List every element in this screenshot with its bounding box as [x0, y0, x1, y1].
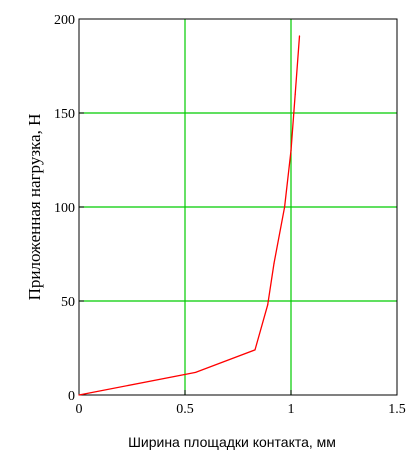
- data-point: [290, 150, 292, 152]
- x-tick-label: 1.5: [388, 402, 406, 417]
- grid-lines: [79, 19, 397, 395]
- x-tick-label: 1: [288, 402, 295, 417]
- y-tick-label: 50: [61, 295, 75, 310]
- data-point: [298, 35, 301, 37]
- tick-marks: [78, 18, 398, 396]
- y-tick-label: 200: [54, 13, 75, 28]
- x-tick-labels: 0 0.5 1 1.5: [76, 402, 406, 417]
- y-tick-label: 100: [54, 201, 75, 216]
- x-tick-label: 0.5: [176, 402, 194, 417]
- y-tick-labels: 0 50 100 150 200: [54, 13, 75, 404]
- data-point: [195, 371, 197, 374]
- data-point: [267, 304, 269, 306]
- y-tick-label: 150: [54, 107, 75, 122]
- data-point: [78, 394, 80, 396]
- data-point: [254, 349, 256, 351]
- series-layer: [78, 35, 301, 396]
- x-tick-label: 0: [76, 402, 83, 417]
- data-point: [284, 206, 286, 208]
- series-line: [78, 35, 301, 396]
- data-point: [294, 93, 296, 95]
- x-axis-label: Ширина площадки контакта, мм: [128, 434, 336, 450]
- y-axis-label: Приложенная нагрузка, Н: [25, 114, 44, 301]
- y-tick-label: 0: [68, 389, 75, 404]
- data-point: [273, 262, 275, 264]
